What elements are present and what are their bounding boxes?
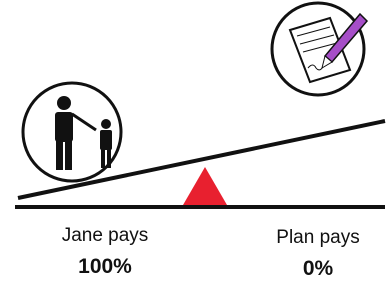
fulcrum — [183, 167, 227, 205]
seesaw-diagram: Jane pays 100% Plan pays 0% — [0, 0, 387, 281]
document-icon — [272, 3, 367, 95]
right-label: Plan pays — [276, 227, 359, 248]
left-label: Jane pays — [62, 225, 149, 246]
left-amount: 100% — [78, 255, 132, 278]
family-icon — [23, 83, 121, 181]
right-amount: 0% — [303, 257, 334, 280]
